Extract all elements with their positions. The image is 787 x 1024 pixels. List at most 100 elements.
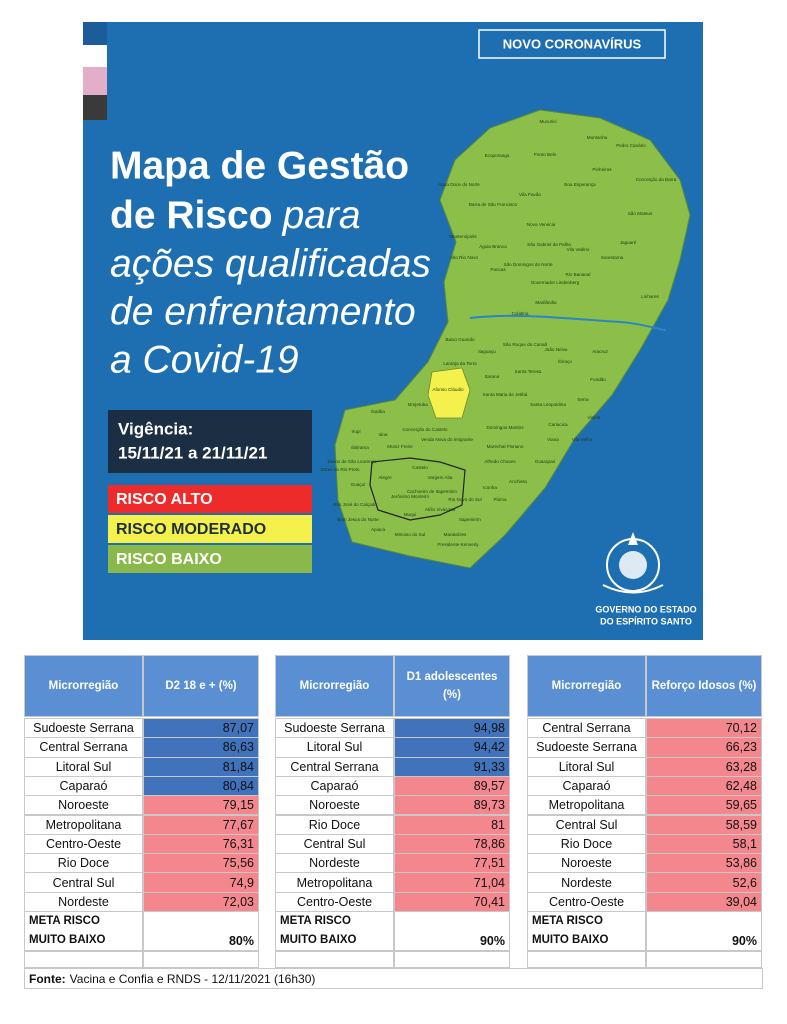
map-label: Rio Novo do Sul bbox=[448, 497, 481, 502]
region-value: 79,15 bbox=[143, 795, 259, 816]
map-label: Itaguaçu bbox=[478, 349, 496, 354]
goal-label-line: META RISCO bbox=[29, 915, 100, 927]
map-label: Fundão bbox=[590, 377, 606, 382]
goal-label: META RISCO MUITO BAIXO bbox=[24, 911, 143, 951]
region-name: Noroeste bbox=[275, 795, 394, 816]
title-line: de enfrentamento bbox=[110, 290, 416, 333]
map-label: Pinheiros bbox=[592, 167, 612, 172]
map-label: Mucurici bbox=[539, 119, 556, 124]
map-label: Ibiraçu bbox=[558, 359, 572, 364]
source-label: Fonte: bbox=[29, 971, 66, 986]
region-name: Litoral Sul bbox=[275, 737, 394, 758]
goal-value: 90% bbox=[394, 911, 510, 951]
stripe bbox=[83, 22, 107, 45]
legend-label: RISCO ALTO bbox=[116, 491, 213, 508]
map-label: Muniz Freire bbox=[387, 444, 413, 449]
region-name: Nordeste bbox=[24, 891, 143, 912]
spacer-cell bbox=[24, 951, 143, 968]
legend: RISCO ALTO RISCO MODERADO RISCO BAIXO bbox=[108, 485, 312, 573]
region-name: Central Serrana bbox=[275, 756, 394, 777]
infographic: NOVO CORONAVÍRUS Mapa de Gestão de Risco… bbox=[83, 22, 703, 640]
region-value: 58,1 bbox=[646, 833, 762, 855]
validity-period: 15/11/21 a 21/11/21 bbox=[118, 443, 267, 462]
map-label: Brejetuba bbox=[408, 402, 428, 407]
map-state bbox=[334, 109, 691, 569]
map-label: Aracruz bbox=[592, 349, 609, 354]
stripe bbox=[83, 95, 107, 120]
map-label: Águia Branca bbox=[479, 243, 507, 249]
goal-label: META RISCO MUITO BAIXO bbox=[527, 911, 646, 951]
legend-swatch bbox=[108, 485, 312, 513]
goal-value: 90% bbox=[646, 911, 762, 951]
goal-label-line: MUITO BAIXO bbox=[280, 934, 357, 946]
spacer-cell bbox=[275, 951, 394, 968]
map-label: Castelo bbox=[412, 465, 428, 470]
map-label: Ibitirama bbox=[351, 445, 369, 450]
map-label: Alfredo Chaves bbox=[484, 459, 516, 464]
goal-label-line: MUITO BAIXO bbox=[29, 934, 106, 946]
map-label: Apiacá bbox=[371, 527, 385, 532]
region-name: Litoral Sul bbox=[527, 756, 646, 777]
region-name: Sudoeste Serrana bbox=[527, 737, 646, 758]
map-label: São Roque do Canaã bbox=[503, 342, 548, 347]
region-value: 71,04 bbox=[394, 872, 510, 893]
map-label: São Mateus bbox=[628, 211, 653, 216]
government-line: GOVERNO DO ESTADO bbox=[595, 604, 696, 614]
legend-label: RISCO MODERADO bbox=[116, 521, 266, 538]
map-label: Nova Venécia bbox=[527, 222, 556, 227]
map-label: Viana bbox=[547, 437, 559, 442]
region-name: Litoral Sul bbox=[24, 756, 143, 777]
region-name: Central Serrana bbox=[527, 718, 646, 739]
map-label: Mimoso do Sul bbox=[395, 532, 425, 537]
validity-label: Vigência: bbox=[118, 419, 193, 438]
map-label: Colatina bbox=[512, 311, 529, 316]
map-label: São Gabriel da Palha bbox=[527, 242, 571, 247]
map-label: Linhares bbox=[641, 294, 659, 299]
coat-of-arms bbox=[602, 532, 664, 594]
region-name: Central Sul bbox=[275, 833, 394, 855]
region-name: Noroeste bbox=[527, 853, 646, 874]
region-value: 39,04 bbox=[646, 891, 762, 912]
map-label: Ponto Belo bbox=[534, 152, 557, 157]
region-value: 94,42 bbox=[394, 737, 510, 758]
map-label: Alto Rio Novo bbox=[450, 255, 479, 260]
region-name: Caparaó bbox=[275, 775, 394, 797]
region-value: 91,33 bbox=[394, 756, 510, 777]
title-line: ações qualificadas bbox=[110, 242, 431, 285]
region-value: 52,6 bbox=[646, 872, 762, 893]
map-label: Bom Jesus do Norte bbox=[337, 517, 379, 522]
map-label: Sooretama bbox=[601, 255, 624, 260]
stripe bbox=[83, 67, 107, 95]
map-label: Presidente Kennedy bbox=[437, 542, 479, 547]
region-value: 76,31 bbox=[143, 833, 259, 855]
map-label: Piúma bbox=[493, 497, 506, 502]
map-label: Iúna bbox=[379, 432, 388, 437]
map-label: Guarapari bbox=[535, 459, 555, 464]
region-name: Metropolitana bbox=[527, 795, 646, 816]
region-name: Rio Doce bbox=[24, 853, 143, 874]
region-value: 89,57 bbox=[394, 775, 510, 797]
map-label: Vila Pavão bbox=[519, 192, 541, 197]
region-name: Central Sul bbox=[527, 814, 646, 835]
badge: NOVO CORONAVÍRUS bbox=[503, 36, 642, 51]
region-value: 78,86 bbox=[394, 833, 510, 855]
government-line: DO ESPÍRITO SANTO bbox=[600, 616, 692, 626]
goal-label-line: META RISCO bbox=[280, 915, 351, 927]
region-value: 77,51 bbox=[394, 853, 510, 874]
map-label: Ibatiba bbox=[371, 409, 385, 414]
region-value: 58,59 bbox=[646, 814, 762, 835]
map-label: Cachoeiro de Itapemirim bbox=[407, 489, 457, 494]
stripe bbox=[83, 45, 107, 67]
spacer-cell bbox=[646, 951, 762, 968]
legend-label: RISCO BAIXO bbox=[116, 551, 222, 568]
region-name: Central Serrana bbox=[24, 737, 143, 758]
map-label: Barra de São Francisco bbox=[469, 202, 518, 207]
map-label: Marechal Floriano bbox=[487, 444, 524, 449]
map-label: Iconha bbox=[483, 485, 497, 490]
region-name: Metropolitana bbox=[275, 872, 394, 893]
region-value: 86,63 bbox=[143, 737, 259, 758]
region-value: 81 bbox=[394, 814, 510, 835]
title-bold: de Risco bbox=[110, 194, 273, 237]
map-label: Conceição da Barra bbox=[636, 177, 677, 182]
map-label: Baixo Guandu bbox=[445, 337, 475, 342]
